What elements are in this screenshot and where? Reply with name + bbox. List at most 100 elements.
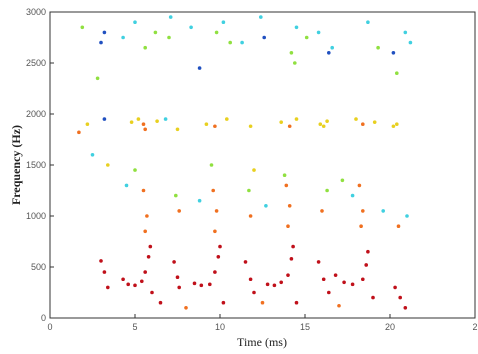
data-point <box>95 76 100 81</box>
data-point <box>141 122 146 126</box>
data-point <box>184 306 188 310</box>
data-point <box>330 45 335 50</box>
data-point <box>155 119 159 123</box>
data-point <box>121 277 125 282</box>
data-point <box>177 285 181 290</box>
data-point <box>213 124 217 129</box>
data-point <box>354 117 358 121</box>
data-point <box>289 51 294 55</box>
data-point <box>133 283 137 288</box>
data-point <box>321 124 326 129</box>
data-point <box>168 15 173 19</box>
data-point <box>403 306 408 310</box>
data-point <box>247 188 251 193</box>
data-point <box>316 30 321 35</box>
data-point <box>163 117 168 121</box>
data-point <box>350 282 355 287</box>
data-point <box>294 117 299 121</box>
data-point <box>133 20 137 25</box>
data-point <box>350 193 355 198</box>
data-point <box>284 183 289 188</box>
y-tick-label: 0 <box>41 313 46 323</box>
data-point <box>146 254 151 259</box>
data-point <box>143 45 147 50</box>
data-point <box>192 281 197 286</box>
data-point <box>248 214 253 218</box>
data-point <box>158 300 163 305</box>
data-point <box>106 163 110 167</box>
data-point <box>243 260 248 264</box>
data-point <box>321 277 326 282</box>
data-point <box>318 122 323 126</box>
data-point <box>272 283 277 288</box>
data-point <box>333 273 338 277</box>
data-point <box>213 270 217 274</box>
data-point <box>361 209 365 213</box>
data-point <box>259 15 263 19</box>
data-point <box>396 224 401 228</box>
data-point <box>260 300 265 305</box>
data-point <box>371 295 375 300</box>
data-point <box>102 117 107 121</box>
data-point <box>80 25 85 30</box>
data-point <box>133 168 137 172</box>
data-point <box>361 122 365 126</box>
data-point <box>211 188 215 193</box>
data-point <box>320 209 324 213</box>
data-point <box>140 279 144 284</box>
data-point <box>252 168 256 172</box>
data-point <box>175 275 180 280</box>
data-point <box>77 130 81 135</box>
data-point <box>199 283 204 288</box>
data-point <box>252 290 256 295</box>
data-point <box>218 244 222 249</box>
data-point <box>136 117 141 121</box>
x-tick-label: 15 <box>300 322 310 332</box>
x-tick-label: 0 <box>47 322 52 332</box>
data-point <box>408 40 413 45</box>
data-point <box>265 282 270 287</box>
data-point <box>289 257 294 261</box>
data-point <box>204 122 209 126</box>
data-point <box>405 214 409 218</box>
data-point <box>294 25 299 30</box>
data-point <box>398 295 403 300</box>
data-point <box>197 198 202 203</box>
data-point <box>126 282 130 287</box>
y-tick-label: 3000 <box>26 7 46 17</box>
y-tick-label: 500 <box>31 262 46 272</box>
data-point <box>287 124 292 129</box>
data-point <box>85 122 90 126</box>
data-point <box>325 188 329 193</box>
data-point <box>141 188 146 193</box>
data-point <box>225 117 229 121</box>
data-point <box>102 30 107 35</box>
data-point <box>208 282 212 287</box>
x-axis-label: Time (ms) <box>237 335 287 349</box>
data-point <box>99 259 103 263</box>
data-point <box>172 260 176 264</box>
data-point <box>287 204 292 208</box>
data-point <box>209 163 214 167</box>
x-tick-label: 10 <box>215 322 225 332</box>
data-point <box>364 263 369 267</box>
data-point <box>262 35 267 40</box>
data-point <box>361 277 365 282</box>
data-point <box>150 290 154 295</box>
data-point <box>214 209 219 213</box>
y-tick-label: 2500 <box>26 58 46 68</box>
data-point <box>174 193 178 198</box>
data-point <box>286 224 290 228</box>
data-point <box>391 51 396 55</box>
data-point <box>129 120 134 124</box>
data-point <box>342 280 346 285</box>
data-point <box>248 277 253 282</box>
data-point <box>143 270 147 274</box>
data-point <box>279 120 284 124</box>
data-point <box>357 183 362 188</box>
data-point <box>316 260 321 264</box>
data-point <box>167 35 171 40</box>
y-tick-label: 1000 <box>26 211 46 221</box>
data-point <box>177 209 181 213</box>
